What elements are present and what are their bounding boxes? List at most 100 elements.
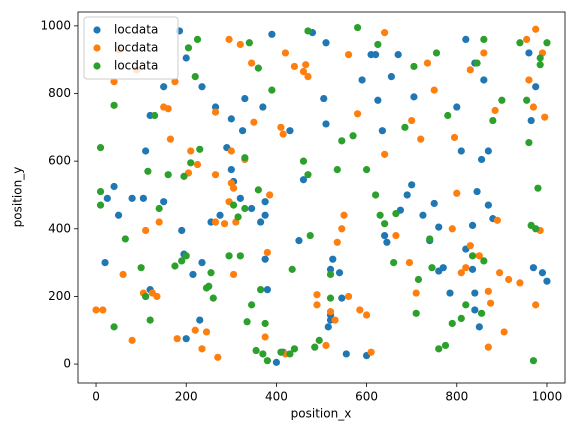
point xyxy=(171,262,179,270)
point xyxy=(259,103,267,111)
point xyxy=(444,111,452,120)
point xyxy=(344,51,353,59)
point xyxy=(326,294,335,302)
point xyxy=(529,103,538,111)
point xyxy=(286,127,294,135)
point xyxy=(306,231,314,240)
point xyxy=(178,257,186,265)
point xyxy=(225,252,233,260)
point xyxy=(532,83,540,91)
point xyxy=(372,191,380,199)
point xyxy=(245,39,253,47)
point xyxy=(315,336,323,344)
point xyxy=(171,78,179,86)
point xyxy=(257,218,265,226)
point xyxy=(534,184,542,192)
point xyxy=(340,211,348,219)
point xyxy=(448,319,456,328)
point xyxy=(236,252,244,260)
point xyxy=(441,341,450,350)
point xyxy=(299,157,308,165)
point xyxy=(428,264,436,272)
point xyxy=(92,306,100,314)
point xyxy=(477,309,486,317)
point xyxy=(493,216,501,224)
point xyxy=(211,171,220,179)
point xyxy=(146,316,154,324)
point xyxy=(196,145,204,153)
point xyxy=(151,111,159,120)
point xyxy=(392,209,400,218)
point xyxy=(166,135,175,143)
point xyxy=(335,269,344,277)
x-tick-label: 600 xyxy=(355,390,378,404)
point xyxy=(498,96,506,104)
point xyxy=(484,147,492,155)
point xyxy=(196,316,204,324)
point xyxy=(160,83,168,91)
point xyxy=(471,306,479,314)
point xyxy=(263,248,271,257)
point xyxy=(193,35,202,43)
point xyxy=(142,226,150,235)
point xyxy=(155,204,163,213)
point xyxy=(489,116,497,125)
point xyxy=(484,343,492,351)
point xyxy=(211,103,220,111)
point xyxy=(320,94,328,103)
point xyxy=(198,259,206,267)
point xyxy=(110,323,118,331)
point xyxy=(187,147,195,155)
point xyxy=(523,35,531,43)
point xyxy=(209,294,217,302)
point xyxy=(268,86,276,94)
point xyxy=(543,277,551,285)
point xyxy=(261,255,269,263)
point xyxy=(254,64,262,72)
point xyxy=(392,231,400,240)
point xyxy=(128,336,136,344)
x-tick-label: 0 xyxy=(92,390,100,404)
y-tick-label: 0 xyxy=(63,357,71,371)
point xyxy=(99,306,107,314)
point xyxy=(189,270,197,279)
point xyxy=(484,287,492,295)
point xyxy=(243,318,251,326)
point xyxy=(193,160,202,169)
point xyxy=(475,252,483,260)
point xyxy=(462,35,470,43)
point xyxy=(191,326,199,334)
point xyxy=(155,218,163,226)
point xyxy=(480,257,488,265)
point xyxy=(128,194,136,202)
point xyxy=(178,226,186,235)
point xyxy=(374,96,382,104)
point xyxy=(435,345,443,353)
y-tick-label: 1000 xyxy=(40,18,71,32)
x-tick-label: 800 xyxy=(445,390,468,404)
y-tick-label: 400 xyxy=(48,221,71,235)
point xyxy=(333,165,341,174)
point xyxy=(198,83,206,91)
point xyxy=(356,306,364,314)
point xyxy=(477,155,486,164)
point xyxy=(376,211,384,219)
y-tick-label: 200 xyxy=(48,289,71,303)
point xyxy=(383,238,391,246)
point xyxy=(322,120,330,128)
point xyxy=(342,350,350,358)
point xyxy=(229,184,238,192)
y-tick-label: 600 xyxy=(48,154,71,168)
point xyxy=(532,25,540,33)
point xyxy=(471,289,479,297)
point xyxy=(410,93,418,101)
point xyxy=(182,54,190,62)
point xyxy=(277,123,285,131)
point xyxy=(423,59,432,67)
point xyxy=(448,225,456,233)
point xyxy=(417,135,425,143)
point xyxy=(412,289,420,297)
point xyxy=(468,221,477,230)
point xyxy=(313,291,321,299)
legend-marker xyxy=(93,26,101,34)
